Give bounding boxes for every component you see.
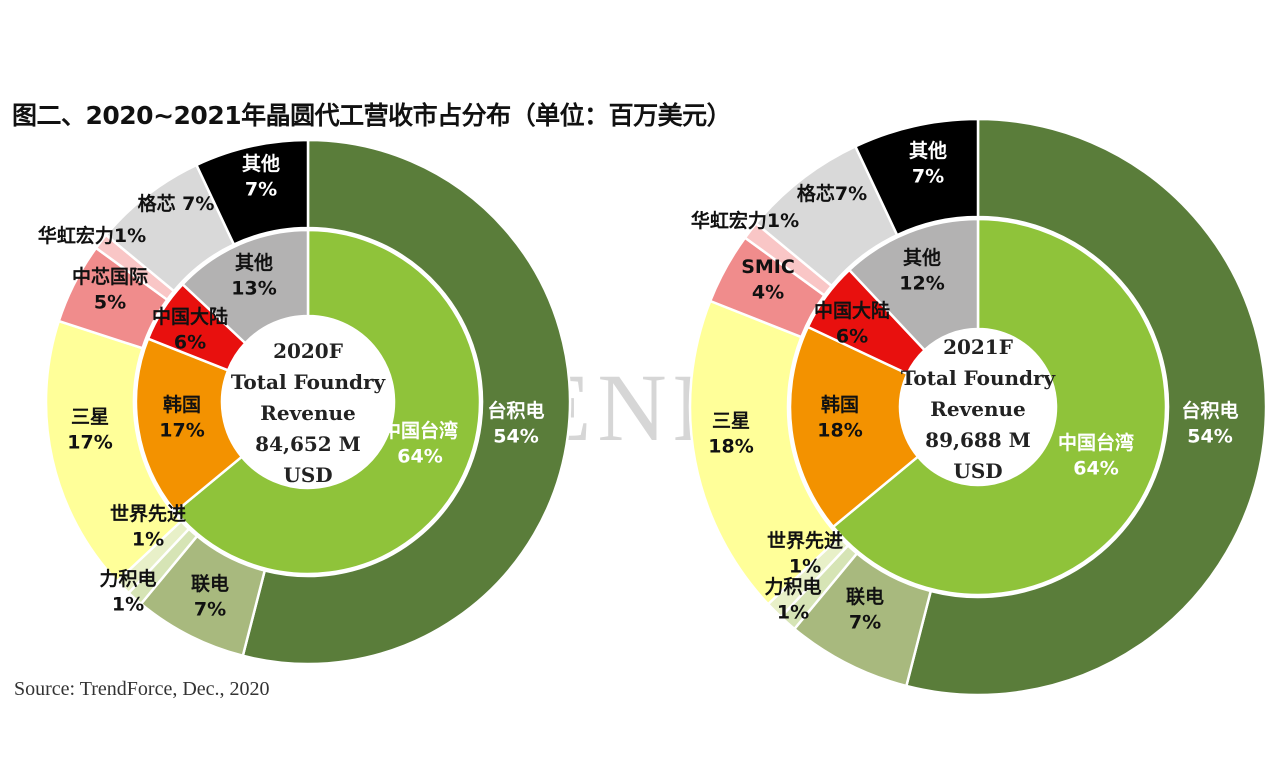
inner-label-2020-others: 其他 13%	[231, 251, 276, 300]
outer-label-2021-psmc: 力积电 1%	[764, 575, 821, 624]
outer-label-2020-others: 其他 7%	[242, 152, 280, 201]
center-line-2021-0: 2021F	[943, 335, 1013, 359]
inner-label-2020-korea: 韩国 17%	[159, 393, 204, 442]
center-line-2020-3: 84,652 M	[255, 432, 361, 456]
source-note: Source: TrendForce, Dec., 2020	[14, 678, 270, 700]
outer-label-2021-globalfoundries: 格芯7%	[797, 182, 867, 205]
center-line-2020-2: Revenue	[260, 401, 356, 425]
inner-label-2021-others: 其他 12%	[899, 246, 944, 295]
inner-label-2021-korea: 韩国 18%	[817, 393, 862, 442]
figure-title: 图二、2020~2021年晶圆代工营收市占分布（单位：百万美元）	[12, 101, 732, 130]
outer-label-2021-samsung: 三星 18%	[708, 410, 753, 458]
center-disc-2021	[900, 329, 1056, 485]
center-line-2020-0: 2020F	[273, 339, 343, 363]
center-line-2021-1: Total Foundry	[901, 366, 1057, 390]
outer-label-2021-tsmc: 台积电 54%	[1181, 399, 1238, 448]
outer-2021-slice-samsung	[688, 299, 842, 606]
outer-label-2021-hua-hong: 华虹宏力1%	[691, 209, 799, 232]
outer-label-2020-hua-hong: 华虹宏力1%	[38, 224, 146, 247]
center-line-2021-3: 89,688 M	[925, 428, 1031, 452]
center-disc-2020	[222, 316, 394, 488]
outer-2021-slice-tsmc	[904, 117, 1268, 697]
outer-label-2020-smic: 中芯国际 5%	[72, 265, 148, 314]
outer-label-2021-umc: 联电 7%	[846, 585, 884, 634]
center-line-2021-2: Revenue	[930, 397, 1026, 421]
outer-2020-slice-others	[194, 138, 310, 247]
outer-label-2020-umc: 联电 7%	[191, 572, 229, 621]
outer-label-2021-vis: 世界先进 1%	[767, 529, 843, 578]
center-line-2020-4: USD	[283, 463, 332, 487]
outer-2021-slice-others	[853, 117, 980, 237]
outer-label-2021-smic: SMIC 4%	[741, 256, 795, 304]
inner-label-2021-mainland-china: 中国大陆 6%	[814, 299, 890, 348]
inner-label-2020-taiwan: 中国台湾 64%	[382, 419, 458, 468]
outer-label-2021-others: 其他 7%	[909, 139, 947, 188]
outer-label-2020-tsmc: 台积电 54%	[487, 399, 544, 448]
outer-label-2020-samsung: 三星 17%	[67, 406, 112, 454]
center-line-2020-1: Total Foundry	[231, 370, 387, 394]
outer-label-2020-globalfoundries: 格芯 7%	[138, 192, 215, 215]
outer-label-2020-psmc: 力积电 1%	[99, 567, 156, 616]
inner-label-2021-taiwan: 中国台湾 64%	[1058, 431, 1134, 480]
center-line-2021-4: USD	[953, 459, 1002, 483]
outer-label-2020-vis: 世界先进 1%	[110, 502, 186, 551]
inner-label-2020-mainland-china: 中国大陆 6%	[152, 305, 228, 354]
outer-2020-slice-tsmc	[241, 138, 572, 666]
